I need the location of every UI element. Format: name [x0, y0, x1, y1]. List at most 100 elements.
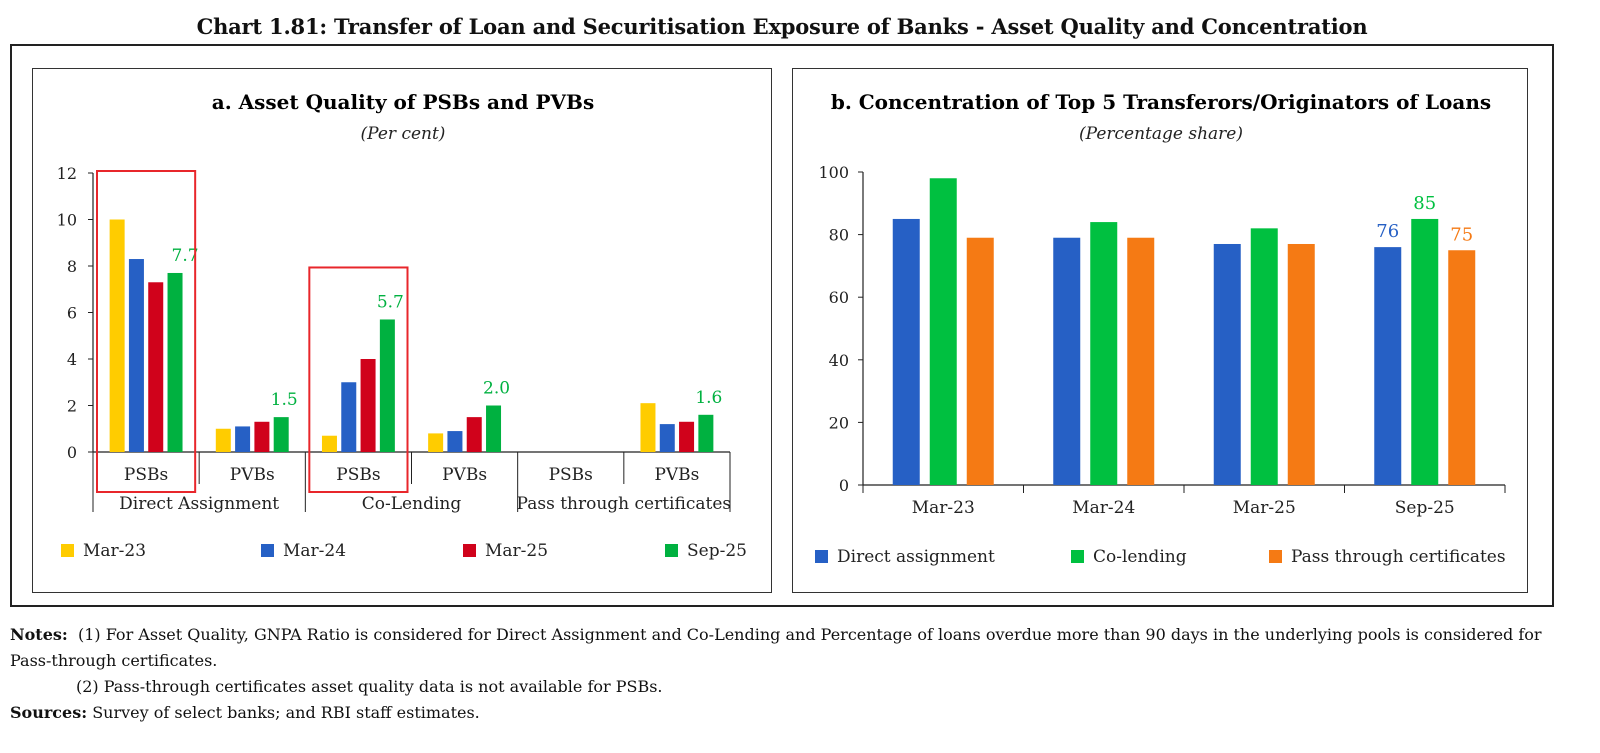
data-label-sep25: 1.5 — [271, 390, 298, 410]
notes-label: Notes: — [10, 625, 68, 644]
x-category-label: Mar-25 — [1233, 498, 1296, 518]
x-group-label: Direct Assignment — [119, 494, 279, 514]
legend-label: Pass through certificates — [1291, 547, 1506, 567]
x-category-label: PSBs — [124, 465, 168, 485]
bar-pass-through-certificates — [1287, 243, 1315, 485]
legend-label: Co-lending — [1093, 547, 1187, 567]
bar-mar-25 — [148, 282, 164, 452]
bar-pass-through-certificates — [1448, 250, 1476, 485]
bar-mar-23 — [428, 433, 444, 452]
legend-label: Mar-25 — [485, 541, 548, 561]
y-tick-label: 4 — [67, 350, 77, 369]
bar-co-lending — [1250, 228, 1278, 485]
y-tick-label: 20 — [829, 413, 849, 432]
y-tick-label: 0 — [839, 476, 849, 495]
data-label-sep25: 76 — [1376, 221, 1399, 242]
legend-swatch-mar-23 — [61, 544, 74, 557]
bar-direct-assignment — [1213, 243, 1241, 485]
sources: Sources: Survey of select banks; and RBI… — [10, 700, 1565, 726]
y-tick-label: 80 — [829, 226, 849, 245]
x-category-label: PVBs — [230, 465, 275, 485]
note-1-text: (1) For Asset Quality, GNPA Ratio is con… — [10, 625, 1542, 670]
panel-b-subtitle: (Percentage share) — [1079, 124, 1243, 144]
note-1: Notes: (1) For Asset Quality, GNPA Ratio… — [10, 622, 1565, 674]
legend-label: Mar-24 — [283, 541, 346, 561]
bar-mar-24 — [659, 424, 675, 452]
panel-a-subtitle: (Per cent) — [361, 124, 446, 144]
highlight-box — [96, 170, 197, 493]
notes-section: Notes: (1) For Asset Quality, GNPA Ratio… — [10, 622, 1565, 726]
data-label-sep25: 85 — [1413, 193, 1436, 214]
legend-swatch-direct-assignment — [815, 550, 828, 563]
bar-mar-23 — [109, 219, 125, 452]
bar-co-lending — [929, 178, 957, 485]
bar-mar-24 — [235, 426, 251, 452]
x-category-label: Sep-25 — [1395, 498, 1455, 518]
y-tick-label: 2 — [67, 397, 77, 416]
legend-swatch-pass-through-certificates — [1269, 550, 1282, 563]
data-label-sep25: 2.0 — [483, 379, 510, 399]
bar-sep-25 — [698, 414, 714, 452]
bar-mar-23 — [640, 403, 656, 452]
legend-label: Mar-23 — [83, 541, 146, 561]
panel-a-title: a. Asset Quality of PSBs and PVBs — [212, 90, 594, 114]
bar-sep-25 — [273, 417, 289, 452]
bar-mar-24 — [341, 382, 357, 452]
bar-mar-25 — [679, 421, 695, 452]
bar-mar-23 — [321, 435, 337, 452]
bar-co-lending — [1411, 218, 1439, 485]
legend-swatch-mar-25 — [463, 544, 476, 557]
bar-sep-25 — [379, 319, 395, 452]
asset-quality-chart: a. Asset Quality of PSBs and PVBs (Per c… — [57, 90, 747, 561]
y-tick-label: 100 — [818, 163, 849, 182]
data-label-sep25: 1.6 — [695, 388, 722, 408]
bar-direct-assignment — [1053, 237, 1081, 485]
x-category-label: PVBs — [654, 465, 699, 485]
legend-swatch-sep-25 — [665, 544, 678, 557]
panel-asset-quality: a. Asset Quality of PSBs and PVBs (Per c… — [32, 68, 772, 593]
bar-mar-25 — [360, 359, 376, 452]
y-tick-label: 6 — [67, 304, 77, 323]
legend-label: Sep-25 — [687, 541, 747, 561]
data-label-sep25: 5.7 — [377, 292, 404, 312]
bar-direct-assignment — [1374, 247, 1402, 485]
outer-frame — [10, 44, 1554, 607]
highlight-box — [308, 266, 409, 493]
x-category-label: PVBs — [442, 465, 487, 485]
y-tick-label: 10 — [57, 211, 77, 230]
x-category-label: Mar-23 — [912, 498, 975, 518]
x-category-label: PSBs — [549, 465, 593, 485]
concentration-chart: b. Concentration of Top 5 Transferors/Or… — [815, 90, 1506, 567]
bar-mar-24 — [447, 431, 463, 452]
legend-swatch-mar-24 — [261, 544, 274, 557]
x-category-label: Mar-24 — [1072, 498, 1135, 518]
bar-sep-25 — [167, 272, 183, 452]
y-tick-label: 8 — [67, 257, 77, 276]
x-group-label: Co-Lending — [362, 494, 462, 514]
bar-mar-24 — [128, 259, 144, 452]
sources-text: Survey of select banks; and RBI staff es… — [92, 703, 480, 722]
x-group-label: Pass through certificates — [517, 494, 732, 514]
bar-mar-23 — [215, 428, 231, 452]
y-tick-label: 40 — [829, 351, 849, 370]
bar-pass-through-certificates — [1127, 237, 1155, 485]
bar-sep-25 — [486, 405, 502, 452]
note-2: (2) Pass-through certificates asset qual… — [10, 674, 1565, 700]
panel-b-title: b. Concentration of Top 5 Transferors/Or… — [831, 90, 1491, 114]
bar-pass-through-certificates — [966, 237, 994, 485]
y-tick-label: 12 — [57, 164, 77, 183]
bar-mar-25 — [254, 421, 270, 452]
bar-mar-25 — [466, 417, 482, 452]
y-tick-label: 0 — [67, 443, 77, 462]
legend-swatch-co-lending — [1071, 550, 1084, 563]
bar-direct-assignment — [892, 218, 920, 485]
y-tick-label: 60 — [829, 288, 849, 307]
bar-co-lending — [1090, 222, 1118, 485]
panel-concentration: b. Concentration of Top 5 Transferors/Or… — [792, 68, 1528, 593]
legend-label: Direct assignment — [837, 547, 995, 567]
x-category-label: PSBs — [336, 465, 380, 485]
data-label-sep25: 7.7 — [172, 246, 199, 266]
data-label-sep25: 75 — [1450, 224, 1473, 245]
note-2-text: (2) Pass-through certificates asset qual… — [76, 677, 663, 696]
sources-label: Sources: — [10, 703, 88, 722]
